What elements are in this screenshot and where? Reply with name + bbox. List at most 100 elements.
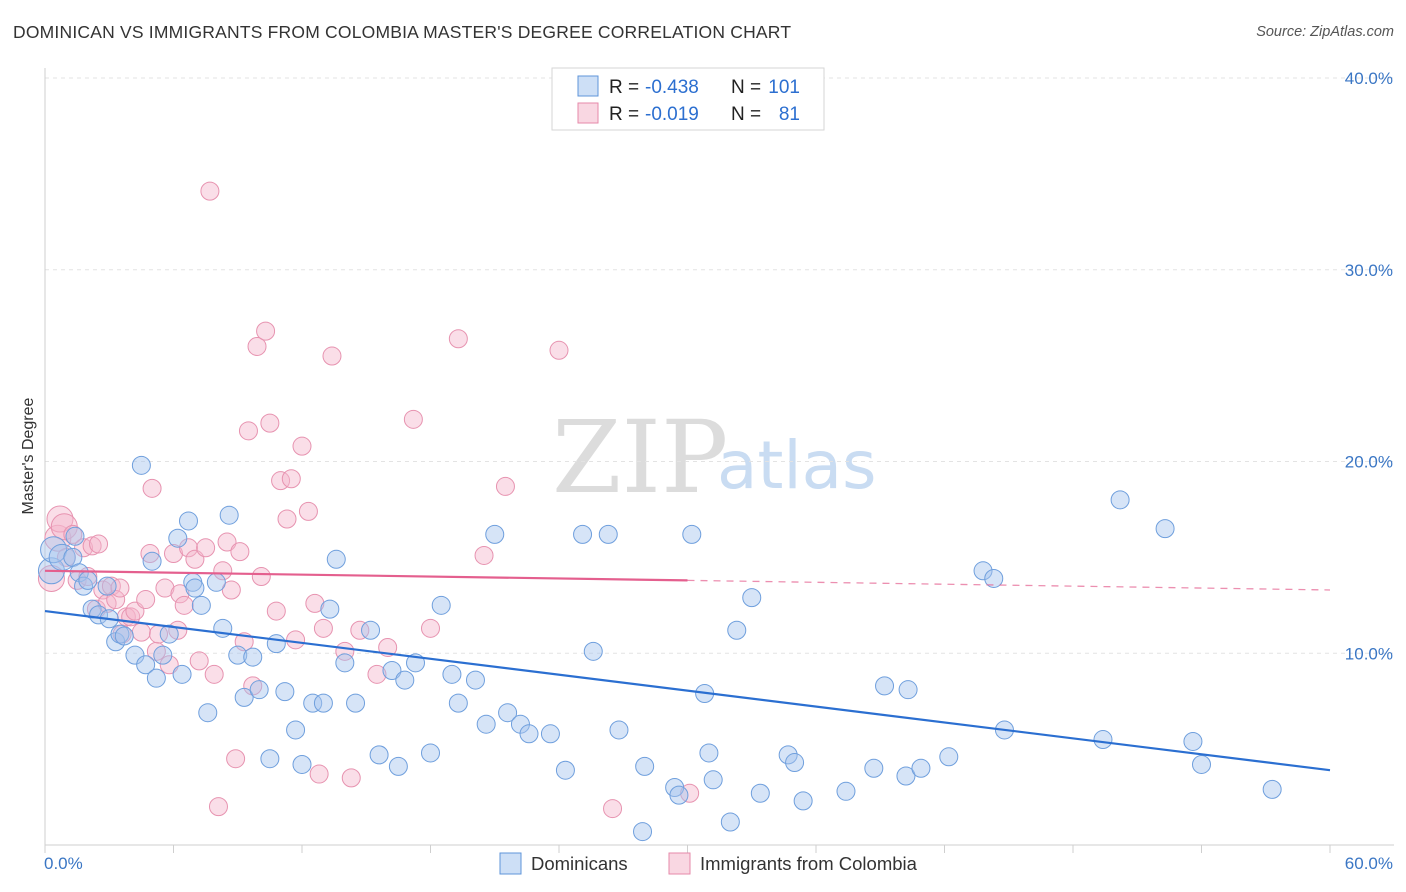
legend-swatch-dominicans [577, 75, 599, 97]
colombia-point-38 [204, 664, 224, 684]
colombia-point-46 [238, 421, 258, 441]
y-tick-label-20: 20.0% [1345, 453, 1393, 472]
dominicans-point-10 [97, 576, 117, 596]
legend-swatch-colombia [577, 102, 599, 124]
colombia-point-33 [178, 538, 198, 558]
colombia-point-9 [82, 536, 102, 556]
bottom-legend-label-colombia: Immigrants from Colombia [700, 853, 918, 874]
dominicans-point-49 [382, 661, 402, 681]
dominicans-point-44 [326, 549, 346, 569]
dominicans-point-57 [465, 670, 485, 690]
colombia-point-55 [281, 469, 301, 489]
dominicans-point-66 [583, 641, 603, 661]
dominicans-point-1 [40, 536, 68, 564]
trend-line-dashed-1 [687, 579, 1331, 591]
chart-source: Source: ZipAtlas.com [1256, 24, 1394, 40]
colombia-point-57 [292, 436, 312, 456]
series-legend: Dominicans Immigrants from Colombia [499, 852, 918, 875]
colombia-point-44 [230, 542, 250, 562]
dominicans-point-91 [973, 561, 993, 581]
dominicans-point-87 [896, 766, 916, 786]
colombia-point-32 [174, 595, 194, 615]
y-tick-label-10: 10.0% [1345, 644, 1393, 663]
dominicans-point-84 [836, 781, 856, 801]
dominicans-point-46 [346, 693, 366, 713]
colombia-point-41 [217, 532, 237, 552]
dominicans-point-50 [388, 756, 408, 776]
watermark-zip: ZIP [552, 399, 728, 516]
dominicans-point-16 [131, 455, 151, 475]
gridlines [45, 77, 1394, 654]
dominicans-point-82 [785, 753, 805, 773]
dominicans-point-7 [78, 570, 98, 590]
dominicans-point-51 [395, 670, 415, 690]
legend-r-value-colombia: -0.019 [645, 104, 699, 125]
colombia-point-2 [46, 505, 74, 533]
colombia-point-36 [196, 538, 216, 558]
dominicans-point-81 [778, 745, 798, 765]
colombia-point-73 [549, 340, 569, 360]
dominicans-point-63 [540, 724, 560, 744]
x-ticks [44, 845, 1331, 853]
dominicans-point-36 [260, 749, 280, 769]
dominicans-point-39 [286, 720, 306, 740]
dominicans-point-26 [185, 578, 205, 598]
dominicans-point-88 [898, 680, 918, 700]
dominicans-point-43 [320, 599, 340, 619]
dominicans-point-79 [742, 588, 762, 608]
dominicans-point-56 [448, 693, 468, 713]
dominicans-point-14 [114, 626, 134, 646]
dominicans-point-65 [573, 524, 593, 544]
colombia-point-51 [260, 413, 280, 433]
colombia-point-22 [136, 590, 156, 610]
dominicans-point-85 [864, 758, 884, 778]
dominicans-point-33 [234, 687, 254, 707]
dominicans-point-59 [485, 524, 505, 544]
colombia-point-11 [89, 534, 109, 554]
dominicans-point-28 [198, 703, 218, 723]
dominicans-point-70 [635, 756, 655, 776]
colombia-point-23 [140, 544, 160, 564]
dominicans-point-9 [89, 605, 109, 625]
dominicans-point-21 [159, 624, 179, 644]
y-tick-labels: 10.0% 20.0% 30.0% 40.0% [1345, 69, 1393, 663]
dominicans-point-40 [292, 754, 312, 774]
x-tick-label-min: 0.0% [44, 854, 83, 873]
trend-line-solid-1 [44, 569, 688, 582]
dominicans-point-34 [243, 647, 263, 667]
dominicans-point-73 [682, 524, 702, 544]
colombia-point-21 [131, 622, 151, 642]
dominicans-point-95 [1110, 490, 1130, 510]
dominicans-point-96 [1155, 519, 1175, 539]
colombia-point-69 [421, 618, 440, 638]
colombia-point-31 [170, 584, 190, 604]
dominicans-point-55 [442, 664, 462, 684]
colombia-point-64 [341, 768, 361, 788]
dominicans-point-27 [191, 595, 211, 615]
dominicans-point-98 [1192, 754, 1211, 774]
dominicans-point-35 [249, 680, 269, 700]
colombia-point-37 [200, 181, 220, 201]
dominicans-point-67 [598, 524, 618, 544]
dominicans-point-19 [146, 668, 166, 688]
dominicans-points [37, 455, 1282, 842]
chart-title: DOMINICAN VS IMMIGRANTS FROM COLOMBIA MA… [13, 22, 792, 42]
colombia-point-58 [298, 501, 318, 521]
colombia-point-15 [106, 590, 126, 610]
colombia-point-48 [247, 336, 267, 356]
trend-line-0 [44, 609, 1331, 772]
colombia-point-71 [474, 545, 494, 565]
dominicans-point-86 [875, 676, 895, 696]
legend-r-label-colombia: R = [609, 104, 639, 125]
dominicans-point-48 [369, 745, 389, 765]
colombia-point-60 [309, 764, 329, 784]
dominicans-point-15 [125, 645, 145, 665]
colombia-point-62 [322, 346, 342, 366]
dominicans-point-69 [633, 822, 653, 842]
dominicans-point-45 [335, 653, 355, 673]
dominicans-point-20 [153, 645, 173, 665]
dominicans-point-62 [519, 724, 539, 744]
dominicans-point-58 [476, 714, 496, 734]
colombia-point-54 [277, 509, 297, 529]
colombia-point-66 [367, 664, 387, 684]
